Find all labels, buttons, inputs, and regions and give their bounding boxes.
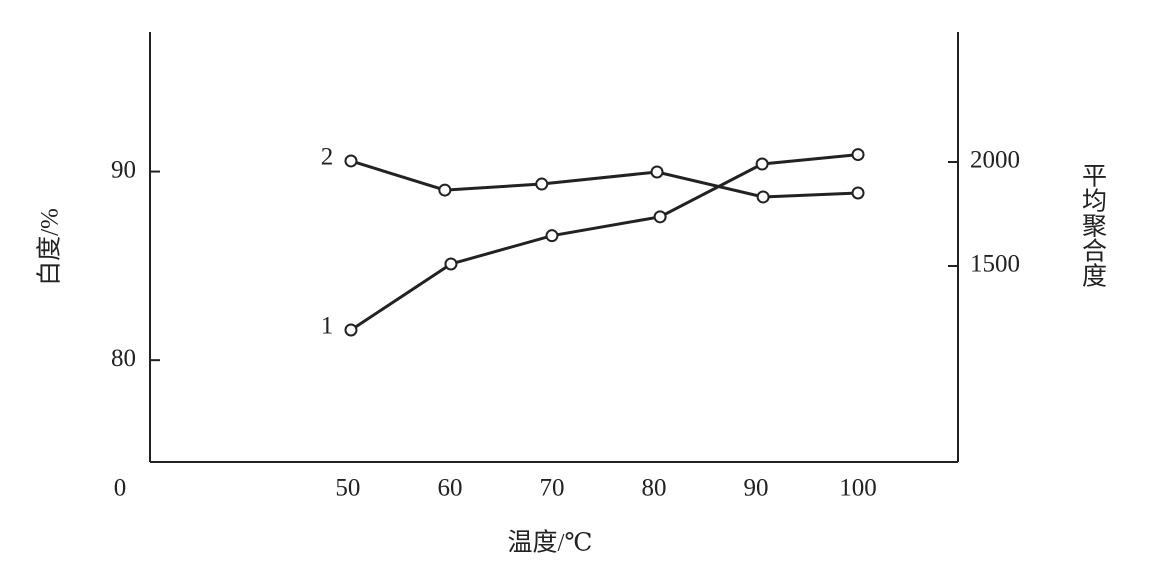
point [344,323,358,337]
point [438,183,452,197]
x-axis-label: 温度/℃ [508,529,593,557]
y-tick-label: 90 [111,156,136,183]
x-tick-label: 80 [641,475,666,502]
point [851,148,865,162]
y-tick-label: 80 [111,345,136,372]
point [653,210,667,224]
y2-tick-label: 1500 [970,251,1020,278]
point [756,190,770,204]
x-tick-label: 100 [839,475,877,502]
series-label: 1 [321,313,334,340]
point [444,257,458,271]
y-axis-label: 白度/% [36,208,64,286]
x-tick-label: 70 [539,475,564,502]
point [535,177,549,191]
origin-label: 0 [114,475,127,502]
series-line [350,159,859,199]
x-tick-label: 50 [335,475,360,502]
y2-axis-label: 平均聚合度 [1079,163,1108,288]
point [650,165,664,179]
point [755,157,769,171]
y2-tick-label: 2000 [970,147,1020,174]
point [545,229,559,243]
point [344,154,358,168]
x-tick-label: 90 [744,475,769,502]
x-tick-label: 60 [437,475,462,502]
point [851,186,865,200]
series-label: 2 [321,144,334,171]
series-line [350,153,859,332]
